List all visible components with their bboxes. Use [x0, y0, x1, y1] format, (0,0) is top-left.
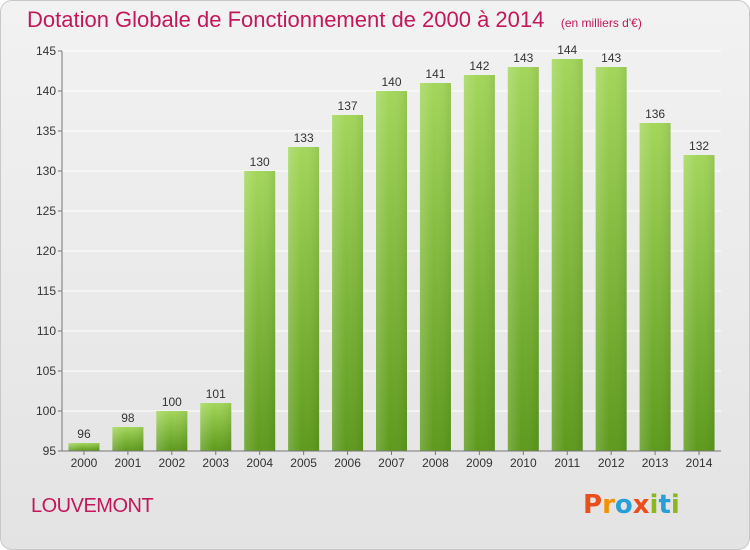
- bar-shine: [244, 171, 276, 451]
- data-label: 137: [338, 99, 358, 113]
- x-tick-label: 2008: [422, 456, 449, 470]
- bar-shine: [683, 155, 715, 451]
- logo-letter: x: [632, 490, 650, 520]
- data-label: 133: [294, 131, 314, 145]
- logo-letter: i: [670, 490, 680, 520]
- x-tick-label: 2004: [246, 456, 273, 470]
- y-tick-label: 120: [36, 244, 56, 258]
- logo-letter: o: [614, 490, 633, 520]
- x-tick-label: 2000: [71, 456, 98, 470]
- bar-shine: [376, 91, 407, 451]
- x-tick-label: 2002: [158, 456, 185, 470]
- x-tick-label: 2001: [115, 456, 142, 470]
- x-tick-label: 2010: [510, 456, 537, 470]
- data-label: 101: [206, 387, 226, 401]
- bar-shine: [595, 67, 627, 451]
- data-label: 100: [162, 395, 182, 409]
- title-text: Dotation Globale de Fonctionnement de 20…: [27, 7, 545, 32]
- x-tick-label: 2003: [202, 456, 229, 470]
- x-tick-label: 2011: [554, 456, 580, 470]
- bar-shine: [112, 427, 144, 451]
- bar-shine: [156, 411, 188, 451]
- bar-shine: [463, 75, 495, 451]
- bar-layer: 96 98 100 101 130 133 137 140 141 142 143 144 143 136…: [68, 43, 715, 451]
- data-label: 98: [121, 411, 135, 425]
- bar-shine: [551, 59, 583, 451]
- y-tick-label: 115: [37, 284, 56, 298]
- y-tick-label: 125: [36, 204, 56, 218]
- data-label: 142: [469, 59, 489, 73]
- y-tick-label: 135: [36, 124, 56, 138]
- title-unit: (en milliers d'€): [560, 16, 642, 30]
- logo-letter: r: [602, 490, 615, 520]
- data-label: 143: [513, 51, 533, 65]
- logo-letter: i: [649, 490, 659, 520]
- bar-shine: [507, 67, 539, 451]
- bar-shine: [332, 115, 364, 451]
- x-tick-label: 2012: [598, 456, 625, 470]
- x-tick-label: 2013: [642, 456, 669, 470]
- commune-name: LOUVEMONT: [31, 495, 154, 517]
- bar-shine: [288, 147, 320, 451]
- bar-shine: [639, 123, 671, 451]
- y-tick-label: 100: [36, 404, 56, 418]
- data-label: 96: [77, 427, 91, 441]
- data-label: 141: [425, 67, 445, 81]
- y-tick-label: 95: [43, 444, 57, 458]
- data-label: 130: [250, 155, 270, 169]
- x-tick-label: 2014: [686, 456, 713, 470]
- axis-layer: 95 100 105 110 115 120 125 130 135 140 145 2000 2001…: [36, 44, 721, 470]
- data-label: 143: [601, 51, 621, 65]
- proxiti-logo[interactable]: Proxiti: [583, 490, 680, 520]
- y-tick-label: 110: [37, 324, 56, 338]
- logo-letter: t: [658, 490, 671, 520]
- y-tick-label: 140: [36, 84, 56, 98]
- bar-shine: [68, 443, 100, 451]
- x-tick-label: 2005: [290, 456, 317, 470]
- x-tick-label: 2009: [466, 456, 493, 470]
- data-label: 140: [381, 75, 401, 89]
- x-tick-label: 2007: [378, 456, 405, 470]
- y-tick-label: 130: [36, 164, 56, 178]
- bar-shine: [200, 403, 232, 451]
- y-tick-label: 105: [36, 364, 56, 378]
- bar-shine: [419, 83, 451, 451]
- chart-title: Dotation Globale de Fonctionnement de 20…: [27, 7, 642, 33]
- data-label: 136: [645, 107, 665, 121]
- x-tick-label: 2006: [334, 456, 361, 470]
- data-label: 144: [557, 43, 577, 57]
- logo-letter: P: [583, 490, 603, 520]
- y-tick-label: 145: [36, 44, 56, 58]
- data-label: 132: [689, 139, 709, 153]
